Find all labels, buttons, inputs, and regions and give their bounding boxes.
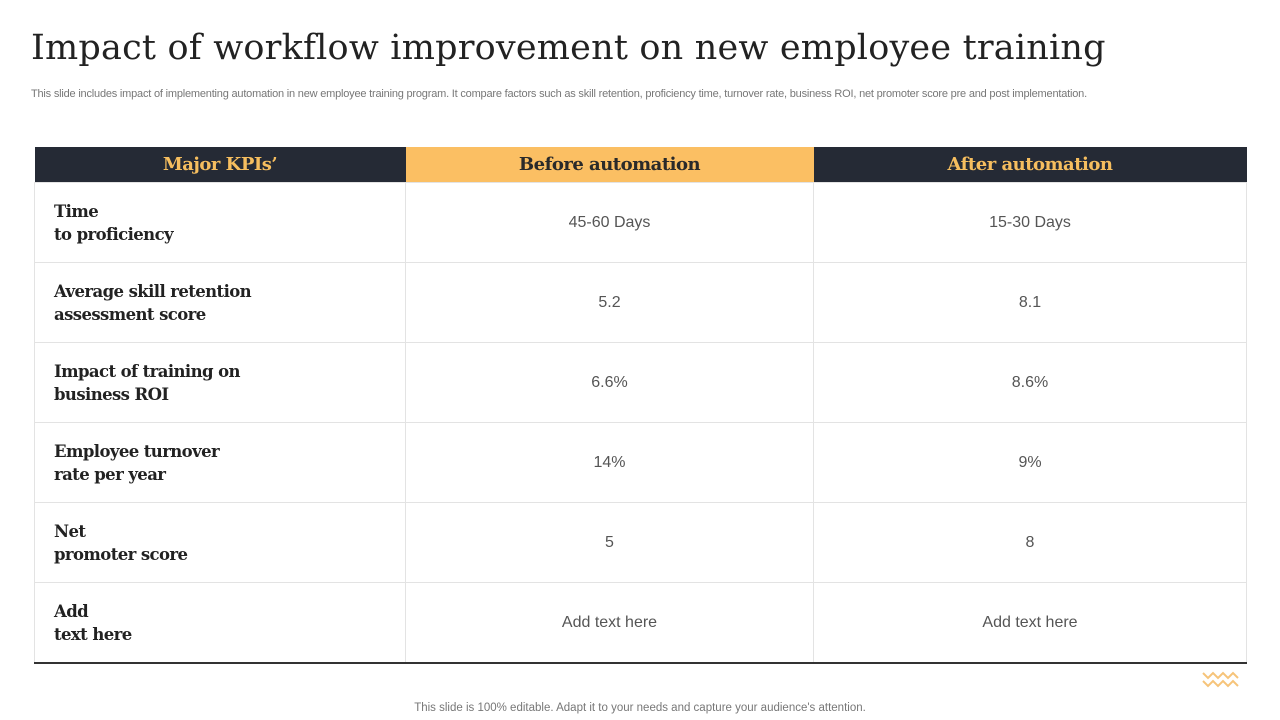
after-value: 8: [813, 502, 1247, 583]
kpi-label-line2: assessment score: [54, 304, 206, 324]
after-value: 8.1: [813, 262, 1247, 343]
kpi-label-line2: promoter score: [54, 544, 188, 564]
after-value: 8.6%: [813, 342, 1247, 423]
before-value: 45-60 Days: [405, 182, 814, 263]
kpi-label: Time to proficiency: [34, 182, 406, 263]
kpi-label-line1: Add: [54, 601, 89, 621]
kpi-label-line2: rate per year: [54, 464, 166, 484]
kpi-label: Impact of training on business ROI: [34, 342, 406, 423]
before-value: 5.2: [405, 262, 814, 343]
table-row: Employee turnover rate per year 14% 9%: [34, 422, 1247, 503]
kpi-label-line2: business ROI: [54, 384, 169, 404]
kpi-label-line1: Average skill retention: [54, 281, 252, 301]
slide-title: Impact of workflow improvement on new em…: [31, 28, 1106, 68]
kpi-label-line1: Impact of training on: [54, 361, 240, 381]
kpi-label-line2: text here: [54, 624, 132, 644]
before-value: 14%: [405, 422, 814, 503]
after-value: Add text here: [813, 582, 1247, 664]
table-row: Time to proficiency 45-60 Days 15-30 Days: [34, 182, 1247, 263]
slide-footer: This slide is 100% editable. Adapt it to…: [414, 702, 866, 714]
slide-subtitle: This slide includes impact of implementi…: [31, 88, 1087, 100]
kpi-label: Employee turnover rate per year: [34, 422, 406, 503]
kpi-label: Add text here: [34, 582, 406, 664]
kpi-label-line1: Time: [54, 201, 99, 221]
zigzag-icon: [1202, 671, 1239, 688]
table-row: Average skill retention assessment score …: [34, 262, 1247, 343]
header-before-automation: Before automation: [405, 147, 814, 183]
table-header-row: Major KPIs’ Before automation After auto…: [34, 147, 1247, 183]
kpi-label-line1: Net: [54, 521, 86, 541]
kpi-label-line1: Employee turnover: [54, 441, 220, 461]
kpi-label: Average skill retention assessment score: [34, 262, 406, 343]
kpi-comparison-table: Major KPIs’ Before automation After auto…: [34, 147, 1247, 664]
before-value: Add text here: [405, 582, 814, 664]
table-row: Add text here Add text here Add text here: [34, 582, 1247, 664]
after-value: 15-30 Days: [813, 182, 1247, 263]
table-row: Net promoter score 5 8: [34, 502, 1247, 583]
before-value: 6.6%: [405, 342, 814, 423]
kpi-label: Net promoter score: [34, 502, 406, 583]
header-major-kpis: Major KPIs’: [34, 147, 406, 183]
header-after-automation: After automation: [813, 147, 1247, 183]
after-value: 9%: [813, 422, 1247, 503]
kpi-label-line2: to proficiency: [54, 224, 174, 244]
before-value: 5: [405, 502, 814, 583]
table-row: Impact of training on business ROI 6.6% 8…: [34, 342, 1247, 423]
